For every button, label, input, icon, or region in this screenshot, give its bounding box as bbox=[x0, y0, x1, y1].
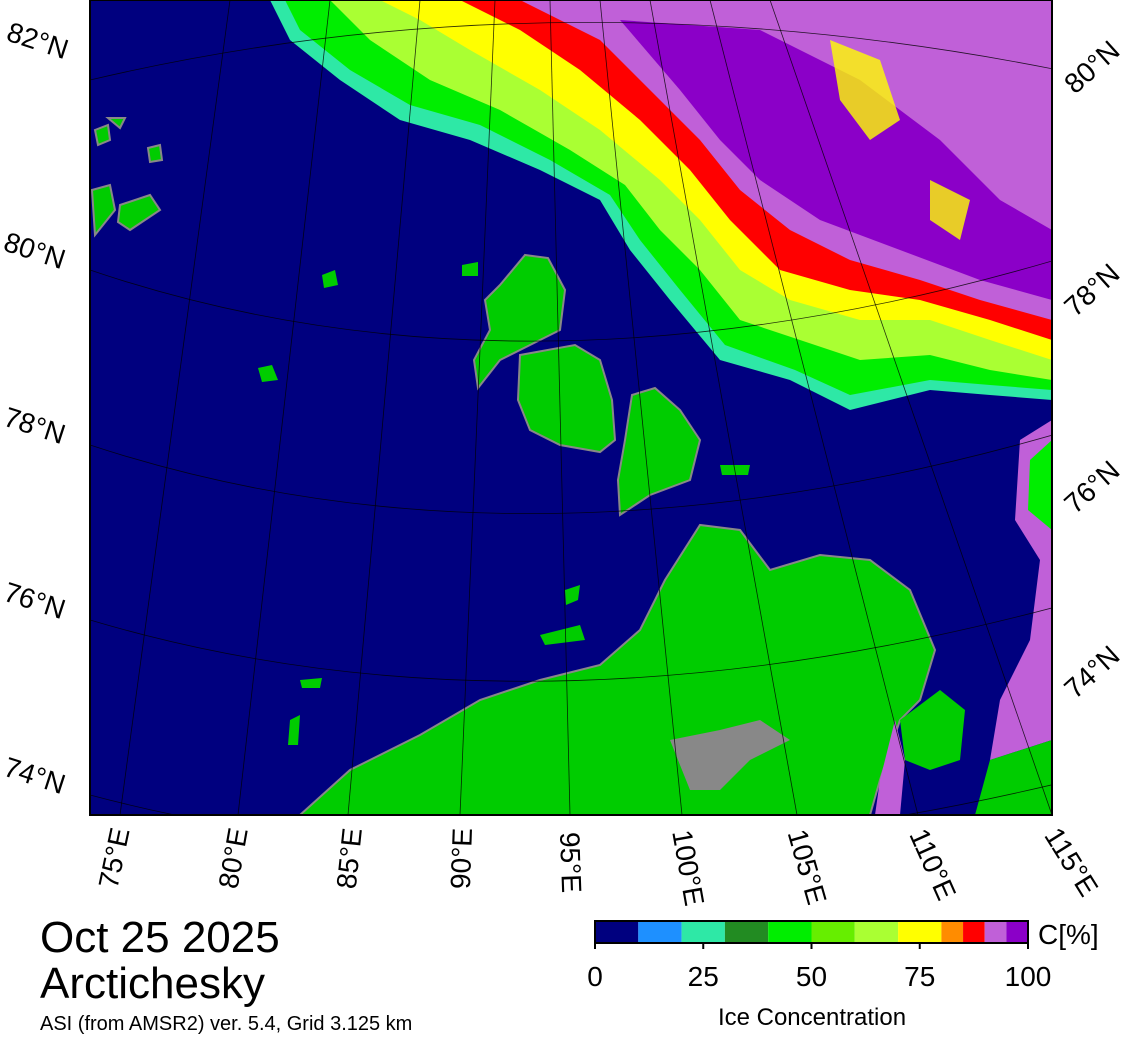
colorbar-unit: C[%] bbox=[1038, 919, 1099, 950]
lat-label: 74°N bbox=[0, 751, 69, 800]
lon-label: 80°E bbox=[213, 825, 254, 890]
colorbar-swatch bbox=[984, 921, 1007, 943]
lat-label: 76°N bbox=[1058, 455, 1125, 520]
colorbar-swatch bbox=[854, 921, 899, 943]
colorbar-swatch bbox=[681, 921, 725, 943]
lat-label: 80°N bbox=[1058, 35, 1125, 100]
land bbox=[900, 690, 1052, 815]
lon-label: 105°E bbox=[782, 826, 833, 908]
date: Oct 25 2025 bbox=[40, 913, 280, 962]
colorbar-tick-label: 25 bbox=[688, 961, 719, 992]
island bbox=[472, 253, 567, 391]
colorbar: 0 25 50 75 100 C[%] Ice Concentration bbox=[587, 919, 1098, 1031]
colorbar-swatch bbox=[898, 921, 942, 943]
lon-label: 90°E bbox=[445, 827, 478, 889]
colorbar-swatch bbox=[811, 921, 855, 943]
colorbar-swatch bbox=[963, 921, 985, 943]
colorbar-swatch bbox=[941, 921, 964, 943]
lat-label: 82°N bbox=[3, 16, 72, 65]
colorbar-swatch bbox=[595, 921, 639, 943]
colorbar-tick-label: 0 bbox=[587, 961, 603, 992]
coastal-ice bbox=[875, 720, 905, 815]
lon-label: 100°E bbox=[666, 827, 710, 908]
colorbar-tick-label: 75 bbox=[904, 961, 935, 992]
region: Arctichesky bbox=[40, 959, 265, 1008]
ice-core bbox=[620, 20, 1052, 300]
lat-label: 76°N bbox=[0, 576, 69, 625]
colorbar-title: Ice Concentration bbox=[718, 1004, 906, 1031]
colorbar-tick-label: 100 bbox=[1005, 961, 1052, 992]
lon-label: 95°E bbox=[554, 831, 587, 893]
lat-label: 80°N bbox=[0, 226, 69, 275]
lat-label: 78°N bbox=[0, 401, 69, 450]
ice-patch bbox=[830, 40, 970, 240]
land-mixed bbox=[670, 720, 790, 790]
map bbox=[90, 0, 1052, 815]
land bbox=[1028, 440, 1052, 530]
source: ASI (from AMSR2) ver. 5.4, Grid 3.125 km bbox=[40, 1013, 412, 1035]
colorbar-swatch bbox=[1006, 921, 1028, 943]
colorbar-swatch bbox=[638, 921, 682, 943]
lon-label: 75°E bbox=[93, 825, 136, 891]
graticule bbox=[90, 0, 1052, 815]
colorbar-swatch bbox=[724, 921, 769, 943]
lat-label: 78°N bbox=[1058, 258, 1125, 323]
colorbar-swatch bbox=[768, 921, 812, 943]
island bbox=[616, 386, 702, 517]
lat-label: 74°N bbox=[1058, 640, 1125, 705]
island bbox=[90, 117, 164, 238]
colorbar-tick-label: 50 bbox=[796, 961, 827, 992]
lon-label: 85°E bbox=[331, 826, 368, 890]
lon-label: 110°E bbox=[903, 824, 962, 905]
island bbox=[516, 343, 617, 454]
lon-label: 115°E bbox=[1038, 822, 1104, 902]
map-frame bbox=[89, 0, 1053, 816]
